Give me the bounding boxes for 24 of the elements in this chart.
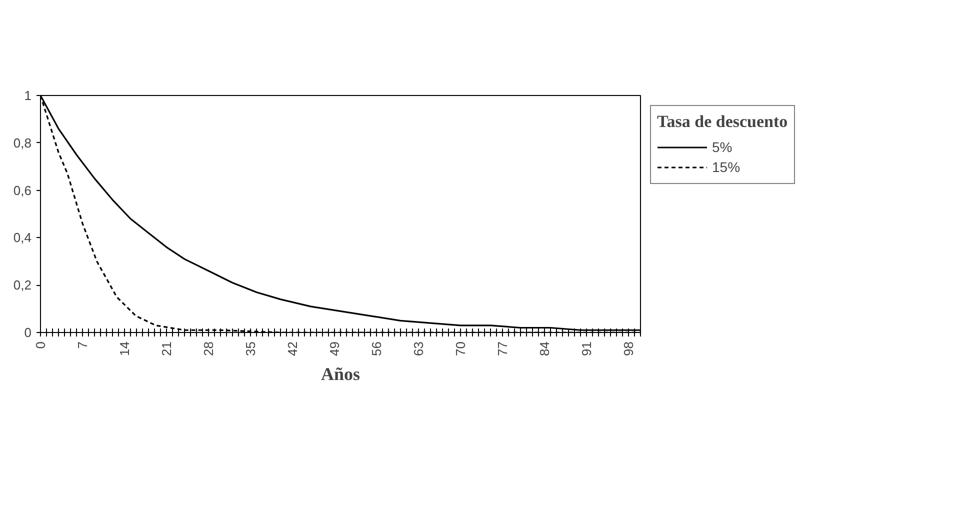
legend-label: 15% <box>712 159 740 175</box>
x-tick-label: 63 <box>411 341 426 356</box>
x-tick-label: 14 <box>117 341 132 356</box>
y-tick-label: 0,8 <box>13 135 32 150</box>
x-tick-label: 7 <box>75 341 90 349</box>
x-tick-label: 91 <box>579 341 594 356</box>
x-tick-label: 28 <box>201 341 216 356</box>
legend-title: Tasa de descuento <box>657 112 788 132</box>
x-axis-title: Años <box>320 364 360 384</box>
x-tick-label: 49 <box>327 341 342 356</box>
x-tick-label: 0 <box>33 341 48 349</box>
x-tick-label: 21 <box>159 341 174 356</box>
y-tick-label: 0,6 <box>13 182 32 198</box>
y-tick-label: 1 <box>24 88 32 103</box>
y-tick-label: 0,2 <box>13 278 32 293</box>
x-tick-label: 84 <box>537 341 552 356</box>
x-tick-label: 70 <box>453 341 468 356</box>
x-tick-label: 98 <box>621 341 636 356</box>
x-tick-label: 35 <box>243 341 258 356</box>
y-tick-label: 0,4 <box>13 230 32 246</box>
legend-label: 5% <box>712 139 732 155</box>
x-tick-label: 42 <box>285 341 300 356</box>
x-tick-label: 77 <box>495 341 510 356</box>
x-tick-label: 56 <box>369 341 384 356</box>
